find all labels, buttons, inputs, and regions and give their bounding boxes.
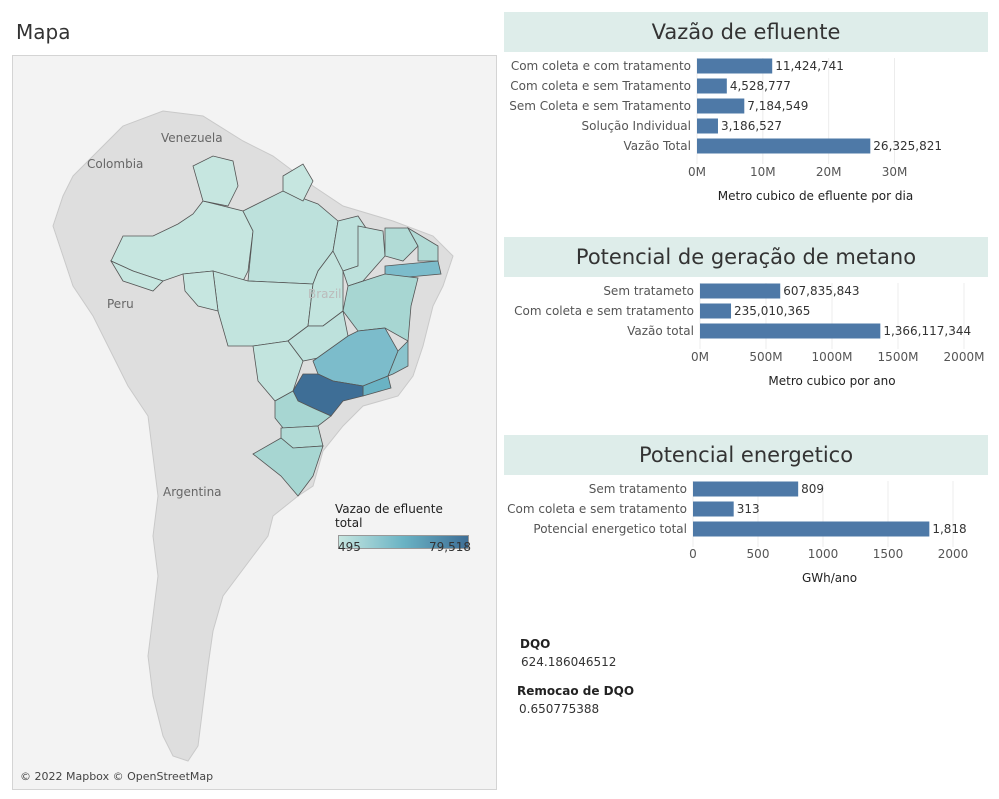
x-axis-label: Metro cubico de efluente por dia (718, 189, 913, 203)
category-label: Vazão Total (624, 139, 691, 153)
bar-value-label: 1,366,117,344 (883, 324, 971, 338)
x-tick-label: 0M (688, 165, 706, 179)
legend-title: Vazao de efluente total (335, 502, 443, 530)
bar-value-label: 313 (737, 502, 760, 516)
x-tick-label: 30M (882, 165, 908, 179)
category-label: Sem tratamento (589, 482, 687, 496)
category-label: Com coleta e sem tratamento (507, 502, 687, 516)
category-label: Sem tratameto (603, 284, 694, 298)
legend-max: 79,518 (429, 540, 471, 554)
bar[interactable] (697, 98, 745, 114)
legend-min: 495 (338, 540, 361, 554)
x-tick-label: 2000M (944, 350, 985, 364)
bar[interactable] (693, 481, 799, 497)
state-roraima[interactable] (192, 155, 239, 207)
brazil-states[interactable] (109, 155, 442, 497)
category-label: Com coleta e sem tratamento (514, 304, 694, 318)
chart-title-metano: Potencial de geração de metano (504, 237, 988, 277)
bar[interactable] (693, 501, 734, 517)
state-pernambuco[interactable] (384, 260, 442, 279)
state-espirito-santo[interactable] (387, 340, 409, 377)
bar-value-label: 3,186,527 (721, 119, 782, 133)
bar[interactable] (697, 78, 727, 94)
chart-svg-vazao[interactable]: 0M 10M 20M 30M Com coleta e com tratamento 11… (504, 52, 988, 212)
chart-svg-energetico[interactable]: 0 500 1000 1500 2000 Sem tratamento 809 Com col… (504, 475, 988, 595)
map-panel[interactable]: Venezuela Colombia Peru Brazil Argentina… (12, 55, 497, 790)
x-tick-label: 20M (816, 165, 842, 179)
x-axis-label: GWh/ano (802, 571, 857, 585)
bar[interactable] (700, 303, 732, 319)
legend-color-ramp (338, 535, 469, 549)
map-legend: Vazao de efluente total 495 79,518 (323, 502, 473, 554)
bar[interactable] (697, 58, 773, 74)
category-label: Com coleta e sem Tratamento (510, 79, 691, 93)
x-tick-label: 1500 (873, 547, 904, 561)
state-amapa[interactable] (282, 163, 314, 202)
label-argentina: Argentina (163, 485, 222, 499)
kpi-remocao-value: 0.650775388 (519, 702, 600, 716)
bar[interactable] (697, 138, 871, 154)
bar-value-label: 11,424,741 (775, 59, 844, 73)
state-ceara[interactable] (384, 227, 419, 262)
kpi-dqo-value: 624.186046512 (521, 655, 617, 669)
category-label: Solução Individual (582, 119, 691, 133)
label-venezuela: Venezuela (161, 131, 223, 145)
category-label: Com coleta e com tratamento (511, 59, 691, 73)
bar[interactable] (700, 323, 881, 339)
bar-value-label: 4,528,777 (730, 79, 791, 93)
bar[interactable] (700, 283, 781, 299)
bar[interactable] (697, 118, 718, 134)
bar-value-label: 607,835,843 (783, 284, 859, 298)
bar-value-label: 7,184,549 (747, 99, 808, 113)
kpi-dqo-label: DQO (520, 637, 551, 651)
x-tick-label: 1000M (812, 350, 853, 364)
label-peru: Peru (107, 297, 134, 311)
map-title: Mapa (16, 20, 71, 44)
bar-value-label: 235,010,365 (734, 304, 810, 318)
bar[interactable] (693, 521, 930, 537)
bar-value-label: 1,818 (932, 522, 966, 536)
state-acre[interactable] (109, 260, 164, 292)
bar-value-label: 809 (801, 482, 824, 496)
x-tick-label: 500 (747, 547, 770, 561)
x-tick-label: 10M (750, 165, 776, 179)
state-rondonia[interactable] (182, 270, 219, 312)
map-attribution[interactable]: © 2022 Mapbox © OpenStreetMap (20, 770, 214, 783)
x-tick-label: 1000 (808, 547, 839, 561)
chart-svg-metano[interactable]: 0M 500M 1000M 1500M 2000M Sem tratameto 607,83… (504, 277, 988, 397)
state-rio-grande-do-sul[interactable] (252, 437, 324, 497)
x-tick-label: 2000 (938, 547, 969, 561)
state-rn-pb[interactable] (406, 226, 439, 262)
x-tick-label: 0 (689, 547, 697, 561)
bar-value-label: 26,325,821 (873, 139, 942, 153)
x-tick-label: 500M (749, 350, 782, 364)
x-tick-label: 0M (691, 350, 709, 364)
south-america-map[interactable]: Venezuela Colombia Peru Brazil Argentina (13, 56, 496, 789)
chart-title-energetico: Potencial energetico (504, 435, 988, 475)
category-label: Vazão total (627, 324, 694, 338)
chart-title-vazao: Vazão de efluente (504, 12, 988, 52)
state-parana[interactable] (274, 390, 332, 429)
category-label: Sem Coleta e sem Tratamento (509, 99, 691, 113)
kpi-remocao-label: Remocao de DQO (517, 684, 635, 698)
category-label: Potencial energetico total (533, 522, 687, 536)
label-brazil: Brazil (308, 287, 342, 301)
label-colombia: Colombia (87, 157, 143, 171)
x-tick-label: 1500M (878, 350, 919, 364)
x-axis-label: Metro cubico por ano (768, 374, 895, 388)
